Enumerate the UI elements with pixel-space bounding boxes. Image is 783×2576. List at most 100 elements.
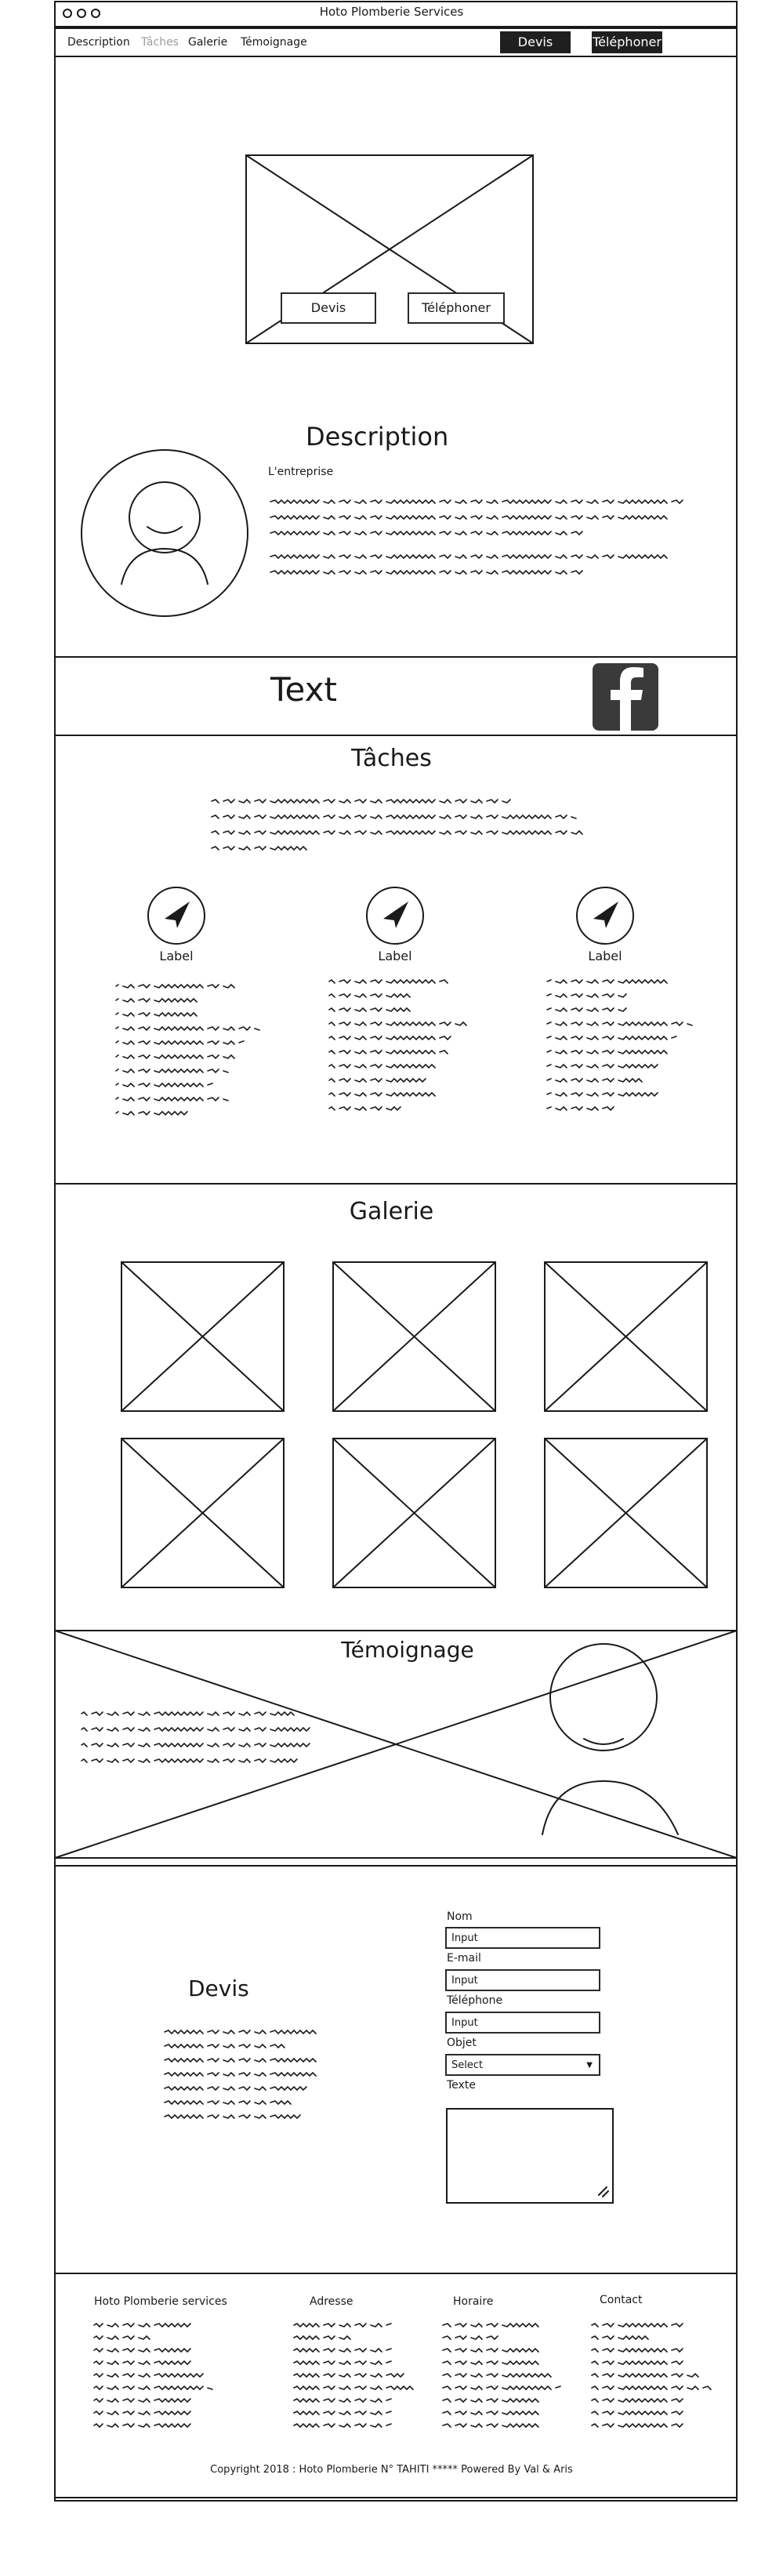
lorem-line [546,1091,658,1098]
lorem-line [328,1077,426,1083]
galerie-title: Galerie [349,1198,434,1225]
nav-devis-button[interactable]: Devis [500,31,571,53]
lorem-line [443,2336,502,2339]
lorem-line [164,2085,307,2092]
lorem-line [329,1093,440,1096]
lorem-line [164,2057,317,2063]
lorem-line [546,1077,643,1083]
lorem-line [592,2349,687,2352]
email-input[interactable]: Input [445,1969,600,1991]
lorem-line [115,997,198,1003]
devis-title: Devis [188,1976,249,2001]
footer-heading-contact: Contact [600,2294,643,2306]
lorem-line [270,516,672,519]
lorem-line [328,1105,401,1112]
email-label: E-mail [447,1952,481,1965]
lorem-line [592,2399,687,2402]
lorem-line [546,1035,677,1041]
lorem-line [81,1726,310,1732]
lorem-line [328,978,448,985]
lorem-line [116,1055,239,1058]
lorem-line [293,2422,392,2429]
lorem-line [547,1107,618,1110]
testimonial-frame [54,1630,738,1859]
lorem-line [293,2410,392,2416]
lorem-line [164,2071,317,2077]
title-bar-frame [54,1,738,27]
lorem-line [293,2360,392,2366]
lorem-line [164,2113,301,2120]
lorem-line [164,2029,317,2035]
objet-select[interactable]: Select ▼ [445,2054,600,2076]
lorem-line [293,2347,392,2353]
lorem-line [592,2411,687,2415]
lorem-line [443,2374,556,2377]
lorem-line [591,2385,712,2391]
lorem-line [115,1082,213,1088]
lorem-line [592,2324,687,2327]
lorem-line [270,571,587,574]
lorem-line [592,2374,703,2377]
task-label: Label [378,949,412,963]
nav-telephone-button[interactable]: Téléphoner [592,31,662,53]
lorem-line [329,1036,455,1039]
lorem-line [270,500,687,503]
hero-telephone-button[interactable]: Téléphoner [408,292,505,324]
lorem-line [93,2360,191,2366]
lorem-line [329,1022,471,1025]
lorem-line [546,1007,627,1013]
objet-label: Objet [447,2037,477,2049]
copyright-text: Copyright 2018 : Hoto Plomberie N° TAHIT… [210,2464,573,2476]
nav-item-galerie[interactable]: Galerie [188,36,228,49]
lorem-line [164,2099,292,2106]
lorem-line [546,992,627,999]
nom-input[interactable]: Input [445,1927,600,1949]
task-label: Label [588,949,622,963]
lorem-line [94,2336,154,2339]
lorem-line [116,985,239,988]
lorem-line [442,2360,539,2366]
temoignage-title: Témoignage [341,1637,474,1663]
lorem-line [81,1711,295,1717]
telephone-label: Téléphone [447,1994,503,2007]
company-avatar-circle [81,449,248,617]
nav-item-description[interactable]: Description [67,36,130,49]
lorem-line [115,1096,229,1102]
description-title: Description [306,422,449,452]
gallery-grid [121,1261,708,1588]
lorem-line [442,2385,561,2391]
lorem-line [442,2410,539,2416]
lorem-line [547,980,672,983]
texte-label: Texte [447,2079,476,2092]
footer-heading-horaire: Horaire [453,2295,494,2308]
nav-item-temoignage[interactable]: Témoignage [241,36,307,49]
lorem-line [294,2336,355,2339]
lorem-line [547,1050,672,1054]
hero-devis-button[interactable]: Devis [281,292,376,324]
lorem-line [592,2424,687,2427]
lorem-line [293,2372,404,2378]
lorem-line [546,1021,693,1027]
hero-image-frame [245,154,534,344]
nav-bar-frame [54,27,738,57]
banner-text: Text [270,670,337,709]
window-title: Hoto Plomberie Services [319,5,464,19]
window-dot-icon [77,9,86,18]
navigation-arrow-icon [593,902,618,928]
nav-item-taches[interactable]: Tâches [141,36,179,49]
lorem-line [93,2347,191,2353]
lorem-line [93,2385,213,2391]
lorem-squiggles [81,500,712,2429]
texte-textarea[interactable] [447,2109,613,2203]
telephone-input[interactable]: Input [445,2012,600,2034]
lorem-line [293,2397,392,2404]
lorem-line [115,1011,198,1018]
lorem-line [329,1065,440,1068]
lorem-line [94,2374,208,2377]
lorem-line [212,831,587,834]
navigation-arrow-icon [383,902,408,928]
navigation-arrow-icon [165,902,190,928]
lorem-line [211,798,511,804]
lorem-line [81,1758,298,1764]
lorem-line [115,1039,245,1046]
